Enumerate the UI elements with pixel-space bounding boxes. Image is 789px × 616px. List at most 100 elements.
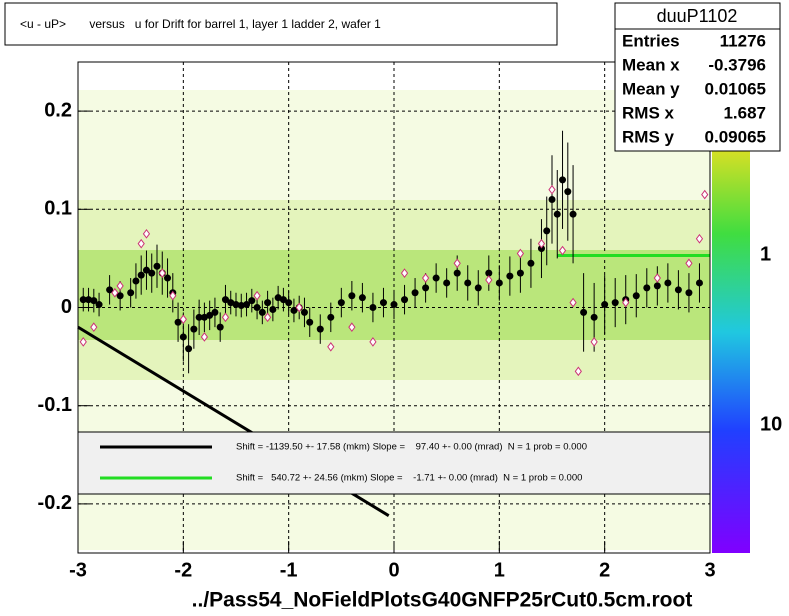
profile-marker <box>295 302 303 313</box>
profile-point <box>527 259 535 267</box>
x-tick-label: 0 <box>388 559 399 581</box>
profile-marker <box>90 322 98 332</box>
stats-value: 0.09065 <box>705 127 766 146</box>
x-tick-label: -3 <box>69 559 87 581</box>
y-tick-label: -0.2 <box>38 492 72 514</box>
profile-point <box>106 286 114 294</box>
footer: ../Pass54_NoFieldPlotsG40GNFP25rCut0.5cm… <box>192 589 693 612</box>
profile-marker <box>537 238 546 249</box>
profile-point <box>164 274 172 282</box>
stats-value: -0.3796 <box>708 55 766 74</box>
profile-point <box>232 301 240 309</box>
profile-point <box>590 313 598 321</box>
profile-point <box>553 210 561 218</box>
profile-point <box>674 286 682 294</box>
profile-point <box>537 245 545 253</box>
profile-point <box>379 299 387 307</box>
x-tick-label: 2 <box>599 559 610 581</box>
title-box <box>4 2 558 46</box>
profile-point <box>580 308 588 316</box>
stats-title: duuP1102 <box>657 6 738 26</box>
profile-point <box>142 266 150 274</box>
profile-point <box>401 296 409 304</box>
y-tick-label: 0 <box>61 296 72 318</box>
legend-box <box>77 431 711 495</box>
profile-marker <box>158 268 166 278</box>
colorbar-label: 1 <box>760 243 771 265</box>
profile-point <box>327 313 335 321</box>
x-tick-label: 3 <box>704 559 715 581</box>
profile-point <box>632 292 640 300</box>
profile-point <box>79 296 87 304</box>
profile-point <box>564 188 572 196</box>
profile-point <box>643 284 651 292</box>
profile-point <box>464 279 472 287</box>
profile-point <box>95 301 103 309</box>
profile-point <box>664 279 672 287</box>
profile-marker <box>558 245 567 256</box>
profile-point <box>569 210 577 218</box>
profile-marker <box>369 337 377 347</box>
profile-point <box>216 323 224 331</box>
profile-point <box>685 289 693 297</box>
profile-marker <box>421 273 430 283</box>
profile-point <box>85 296 93 304</box>
stats-key: RMS y <box>622 127 675 146</box>
profile-point <box>543 227 551 235</box>
x-tick-label: -2 <box>174 559 192 581</box>
profile-point <box>274 294 282 302</box>
density-halo <box>78 90 710 200</box>
profile-marker <box>485 275 493 285</box>
profile-marker <box>116 281 124 291</box>
profile-point <box>290 306 298 314</box>
profile-point <box>300 308 308 316</box>
profile-point <box>258 308 266 316</box>
colorbar-label: 10 <box>760 413 782 435</box>
chart-title: <u - uP> versus u for Drift for barrel 1… <box>20 17 381 31</box>
stats-value: 11276 <box>720 31 766 50</box>
profile-point <box>195 313 203 321</box>
profile-point <box>237 302 245 310</box>
y-tick-label: -0.1 <box>38 394 72 416</box>
profile-point <box>559 176 567 184</box>
profile-marker <box>516 248 525 259</box>
frame <box>77 61 711 554</box>
profile-marker <box>111 287 119 298</box>
profile-marker <box>200 332 209 342</box>
profile-point <box>285 299 293 307</box>
profile-point <box>506 272 514 280</box>
profile-marker <box>548 184 556 195</box>
profile-point <box>390 301 398 309</box>
stats-key: Entries <box>622 31 680 50</box>
profile-point <box>269 305 277 313</box>
legend-label: Shift = 540.72 +- 24.56 (mkm) Slope = -1… <box>236 473 582 484</box>
profile-point <box>185 345 193 353</box>
y-tick-label: 0.2 <box>44 99 72 121</box>
stats-value: 1.687 <box>723 103 766 122</box>
profile-marker <box>142 229 151 239</box>
profile-point <box>137 271 145 279</box>
profile-marker <box>253 290 261 301</box>
profile-point <box>153 262 161 270</box>
profile-marker <box>179 314 187 325</box>
profile-point <box>221 296 229 304</box>
profile-point <box>211 308 219 316</box>
profile-point <box>200 313 208 321</box>
profile-marker <box>701 189 709 200</box>
profile-marker <box>695 233 704 244</box>
profile-point <box>443 279 451 287</box>
profile-point <box>243 301 251 309</box>
stats-key: Mean y <box>622 79 680 98</box>
profile-point <box>695 279 703 287</box>
profile-point <box>369 304 377 311</box>
profile-marker <box>221 312 230 323</box>
profile-marker <box>622 297 630 308</box>
profile-point <box>495 279 503 287</box>
profile-point <box>432 274 440 282</box>
profile-point <box>306 318 314 326</box>
profile-point <box>227 299 235 307</box>
profile-marker <box>137 238 145 249</box>
profile-marker <box>685 258 693 269</box>
profile-marker <box>453 258 461 269</box>
profile-point <box>601 301 609 309</box>
